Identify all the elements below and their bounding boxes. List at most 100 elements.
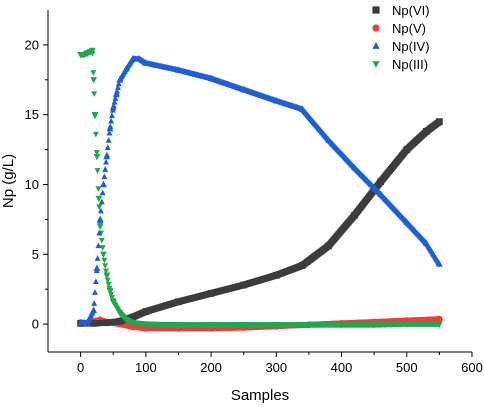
data-point bbox=[403, 321, 411, 328]
data-point bbox=[94, 168, 101, 174]
data-point bbox=[100, 251, 107, 259]
x-tick-label: 400 bbox=[331, 360, 353, 375]
data-point bbox=[97, 207, 104, 214]
data-point bbox=[142, 321, 150, 328]
data-point bbox=[240, 322, 248, 329]
data-point bbox=[91, 300, 98, 306]
data-point bbox=[435, 118, 443, 126]
data-point bbox=[112, 95, 119, 101]
legend-marker bbox=[372, 24, 380, 32]
data-point bbox=[114, 84, 121, 91]
y-tick-label: 15 bbox=[25, 107, 39, 122]
data-point bbox=[325, 136, 332, 143]
data-point bbox=[240, 85, 248, 93]
data-point bbox=[272, 271, 280, 279]
data-point bbox=[96, 223, 104, 231]
legend-item: Np(VI) bbox=[372, 3, 430, 18]
legend-label: Np(IV) bbox=[392, 39, 430, 54]
data-point bbox=[142, 308, 150, 315]
data-point bbox=[103, 272, 111, 279]
ticks: 0 100 200 300 400 500 600 0 5 10 15 20 bbox=[25, 37, 483, 375]
legend: Np(VI) Np(V) Np(IV) Np(III) bbox=[372, 3, 430, 72]
data-point bbox=[240, 281, 248, 289]
data-point bbox=[116, 317, 124, 325]
data-point bbox=[88, 47, 96, 55]
data-point bbox=[435, 315, 443, 323]
y-tick-label: 10 bbox=[25, 177, 39, 192]
data-point bbox=[142, 59, 150, 66]
legend-item: Np(V) bbox=[372, 21, 426, 36]
data-point bbox=[103, 268, 110, 275]
data-point bbox=[108, 295, 115, 301]
data-point bbox=[129, 319, 137, 327]
data-point bbox=[101, 173, 108, 180]
data-point bbox=[116, 76, 124, 83]
data-point bbox=[108, 117, 115, 124]
x-axis-title: Samples bbox=[231, 387, 289, 404]
data-point bbox=[103, 319, 111, 327]
data-point bbox=[109, 103, 117, 111]
y-axis-title: Np (g/L) bbox=[0, 154, 17, 208]
data-point bbox=[91, 111, 99, 119]
data-point bbox=[103, 152, 111, 160]
data-point bbox=[106, 287, 114, 295]
data-point bbox=[105, 281, 112, 288]
data-point bbox=[129, 313, 137, 321]
data-point bbox=[435, 321, 443, 328]
data-point bbox=[104, 277, 111, 284]
data-point bbox=[122, 64, 130, 72]
data-point bbox=[435, 260, 443, 267]
data-point bbox=[95, 186, 102, 192]
data-point bbox=[77, 318, 85, 326]
data-point bbox=[108, 112, 115, 119]
data-point bbox=[92, 278, 99, 285]
legend-label: Np(III) bbox=[392, 57, 428, 72]
axes bbox=[47, 10, 472, 353]
data-point bbox=[93, 264, 101, 271]
data-point bbox=[98, 198, 105, 205]
data-point bbox=[95, 242, 102, 249]
legend-marker bbox=[372, 42, 380, 49]
data-point bbox=[93, 149, 100, 156]
data-point bbox=[100, 180, 107, 188]
data-point bbox=[90, 70, 97, 76]
data-point bbox=[95, 195, 103, 203]
legend-label: Np(VI) bbox=[392, 3, 430, 18]
data-point bbox=[207, 322, 215, 329]
data-point bbox=[422, 128, 430, 135]
data-point bbox=[96, 204, 103, 211]
data-point bbox=[377, 178, 385, 186]
data-point bbox=[92, 131, 99, 138]
data-point bbox=[351, 163, 358, 171]
data-point bbox=[338, 322, 345, 329]
data-point bbox=[101, 257, 108, 264]
data-point bbox=[351, 211, 358, 219]
data-point bbox=[96, 215, 104, 223]
data-point bbox=[129, 55, 137, 62]
data-point bbox=[90, 77, 98, 84]
data-point bbox=[109, 299, 117, 306]
data-point bbox=[99, 245, 106, 251]
data-point bbox=[305, 322, 313, 329]
legend-item: Np(III) bbox=[372, 57, 428, 72]
data-point bbox=[102, 263, 109, 269]
x-tick-label: 500 bbox=[396, 360, 418, 375]
data-point bbox=[403, 218, 411, 225]
data-point bbox=[377, 190, 385, 197]
legend-marker bbox=[372, 6, 380, 14]
data-point bbox=[175, 322, 182, 329]
data-point bbox=[370, 322, 378, 329]
data-point bbox=[207, 289, 215, 297]
data-point bbox=[90, 319, 98, 327]
data-point bbox=[105, 137, 112, 143]
data-point bbox=[122, 317, 130, 324]
y-tick-label: 5 bbox=[32, 247, 39, 262]
data-point bbox=[96, 229, 103, 236]
data-point bbox=[106, 129, 113, 136]
data-point bbox=[116, 310, 124, 317]
data-point bbox=[98, 237, 105, 244]
legend-item: Np(IV) bbox=[372, 39, 430, 54]
data-point bbox=[403, 146, 411, 153]
